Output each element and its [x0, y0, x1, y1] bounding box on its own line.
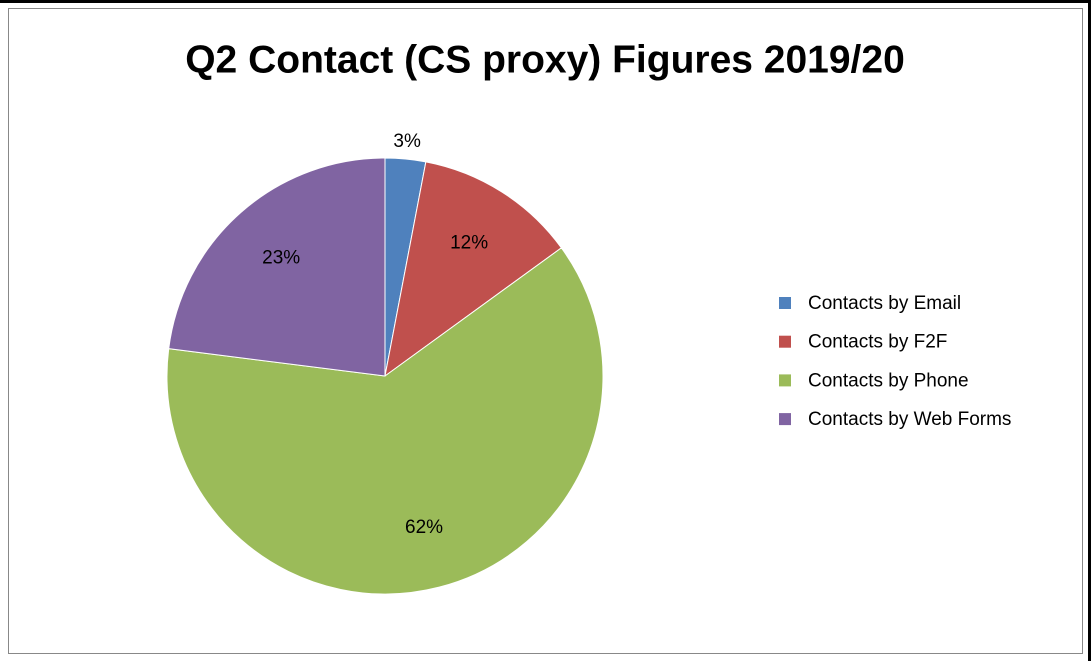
pie-slice	[168, 157, 386, 377]
legend-label: Contacts by Web Forms	[808, 409, 1011, 430]
data-label: 62%	[405, 517, 443, 538]
chart-title: Q2 Contact (CS proxy) Figures 2019/20	[185, 38, 905, 81]
chart-border	[8, 8, 1083, 654]
data-label: 3%	[393, 131, 421, 152]
legend-label: Contacts by F2F	[808, 332, 947, 353]
legend-swatch	[779, 413, 791, 426]
legend-label: Contacts by Email	[808, 293, 961, 314]
legend-label: Contacts by Phone	[808, 370, 969, 391]
pie-slice	[384, 161, 563, 378]
pie-slice	[166, 247, 604, 595]
data-label: 23%	[262, 247, 300, 268]
data-label: 12%	[450, 232, 488, 253]
legend-swatch	[779, 335, 791, 348]
legend-swatch	[779, 297, 791, 309]
legend-swatch	[779, 374, 791, 387]
